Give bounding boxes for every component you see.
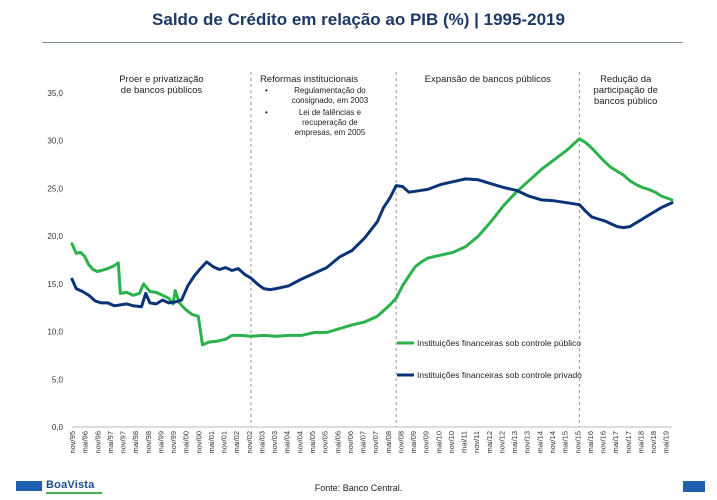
x-tick-label: nov/02	[245, 431, 254, 454]
series-line-privado	[70, 177, 674, 309]
x-tick-label: mai/10	[434, 431, 443, 454]
x-tick-label: mai/03	[257, 431, 266, 454]
source-note: Fonte: Banco Central.	[314, 483, 403, 493]
series-lines	[70, 137, 674, 347]
logo-text: BoaVista	[46, 479, 95, 491]
x-tick-label: mai/19	[662, 431, 671, 454]
x-tick-label: nov/03	[270, 431, 279, 454]
x-tick-label: mai/14	[535, 431, 544, 454]
bullet-dot: •	[265, 108, 268, 117]
x-tick-label: mai/17	[611, 431, 620, 454]
y-tick-label: 5,0	[52, 375, 64, 384]
x-tick-label: nov/05	[321, 431, 330, 454]
period-dividers	[250, 72, 580, 427]
y-tick-label: 35,0	[47, 89, 63, 98]
x-tick-label: nov/98	[144, 431, 153, 454]
x-tick-label: nov/97	[119, 431, 128, 454]
footer-corner-block	[683, 481, 705, 492]
legend: Instituições financeiras sob controle pú…	[397, 338, 582, 380]
y-axis: 0,0 5,0 10,0 15,0 20,0 25,0 30,0 35,0	[47, 89, 63, 432]
x-axis: nov/95 mai/96 nov/96 mai/97 nov/97 mai/98 nov/…	[68, 426, 672, 454]
x-tick-label: nov/13	[523, 431, 532, 454]
x-tick-label: nov/00	[194, 431, 203, 454]
x-tick-label: mai/16	[586, 431, 595, 454]
x-tick-label: nov/12	[497, 431, 506, 454]
x-tick-label: mai/18	[636, 431, 645, 454]
chart-title: Saldo de Crédito em relação ao PIB (%) |…	[152, 10, 565, 29]
x-tick-label: nov/14	[548, 431, 557, 454]
x-tick-label: nov/04	[295, 431, 304, 454]
logo-block-icon	[16, 481, 42, 491]
y-tick-label: 0,0	[52, 423, 64, 432]
boavista-logo: BoaVista	[16, 479, 106, 494]
period-label: Proer e privatização de bancos públicos	[119, 74, 203, 96]
y-tick-label: 20,0	[47, 232, 63, 241]
x-tick-label: mai/13	[510, 431, 519, 454]
x-tick-label: nov/99	[169, 431, 178, 454]
period-bullet: Lei de falências e recuperação de empresas…	[295, 108, 366, 137]
x-tick-label: mai/15	[561, 431, 570, 454]
x-tick-label: mai/96	[81, 431, 90, 454]
period-label: Redução da participação de bancos público	[593, 74, 657, 107]
x-tick-label: mai/07	[359, 431, 368, 454]
y-tick-label: 25,0	[47, 184, 63, 193]
x-tick-label: nov/07	[371, 431, 380, 454]
period-labels: Proer e privatização de bancos públicos Re…	[119, 74, 658, 137]
legend-label: Instituições financeiras sob controle pú…	[417, 338, 581, 348]
x-tick-label: mai/06	[333, 431, 342, 454]
x-tick-label: nov/16	[599, 431, 608, 454]
x-tick-label: mai/01	[207, 431, 216, 454]
x-tick-label: mai/02	[232, 431, 241, 454]
y-tick-label: 30,0	[47, 137, 63, 146]
x-tick-label: nov/08	[396, 431, 405, 454]
x-tick-label: nov/10	[447, 431, 456, 454]
period-label: Reformas institucionais	[260, 74, 358, 85]
x-tick-label: mai/05	[308, 431, 317, 454]
x-tick-label: mai/04	[283, 431, 292, 454]
x-tick-label: nov/06	[346, 431, 355, 454]
x-tick-label: nov/18	[649, 431, 658, 454]
bullet-dot: •	[265, 86, 268, 95]
x-tick-label: mai/99	[156, 431, 165, 454]
x-tick-label: nov/17	[624, 431, 633, 454]
x-tick-label: mai/98	[131, 431, 140, 454]
x-tick-label: nov/96	[93, 431, 102, 454]
period-label: Expansão de bancos públicos	[425, 74, 551, 85]
x-tick-label: mai/08	[384, 431, 393, 454]
period-bullet: Regulamentação do consignado, em 2003	[292, 86, 369, 105]
x-tick-label: nov/15	[573, 431, 582, 454]
x-tick-label: mai/97	[106, 431, 115, 454]
title-divider	[42, 42, 683, 43]
x-tick-label: mai/11	[460, 431, 469, 453]
y-tick-label: 10,0	[47, 328, 63, 337]
x-tick-label: nov/09	[422, 431, 431, 454]
x-tick-label: mai/00	[182, 431, 191, 454]
legend-label: Instituições financeiras sob controle pr…	[417, 370, 582, 380]
logo-underline	[46, 492, 102, 494]
x-tick-label: mai/09	[409, 431, 418, 454]
series-line-publico	[70, 137, 674, 347]
x-tick-label: nov/11	[472, 431, 481, 453]
y-tick-label: 15,0	[47, 280, 63, 289]
x-tick-label: mai/12	[485, 431, 494, 454]
x-tick-label: nov/01	[220, 431, 229, 454]
x-tick-label: nov/95	[68, 431, 77, 454]
